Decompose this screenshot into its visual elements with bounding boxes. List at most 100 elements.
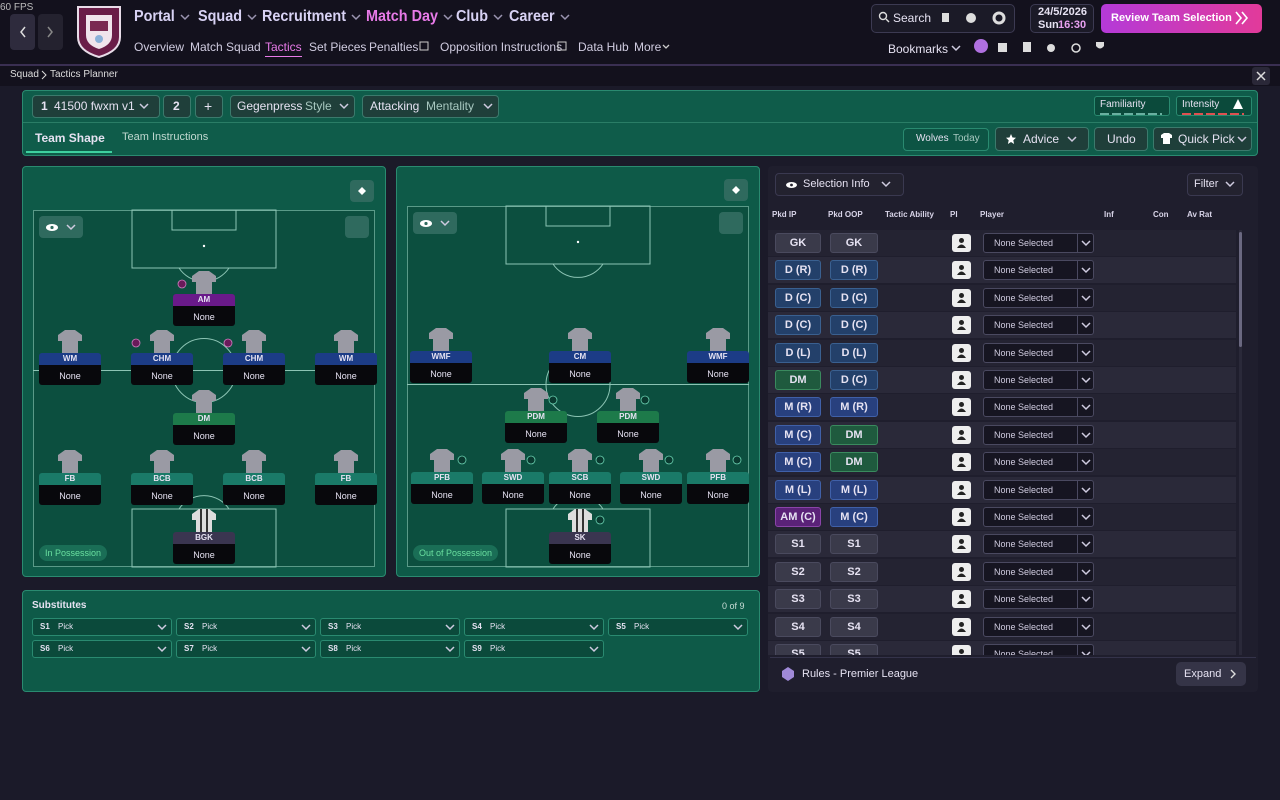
add-button[interactable] bbox=[195, 95, 223, 118]
column-header[interactable]: Pkd OOP bbox=[828, 210, 863, 219]
sub-slot[interactable] bbox=[608, 618, 748, 636]
player-select[interactable] bbox=[983, 233, 1094, 253]
sub-nav-item[interactable]: Data Hub bbox=[578, 40, 629, 54]
pkd-oop[interactable]: S5 bbox=[830, 644, 878, 655]
player-name[interactable]: None bbox=[131, 365, 193, 385]
filter-button[interactable] bbox=[1187, 173, 1243, 196]
player-select[interactable] bbox=[983, 315, 1094, 336]
role-badge[interactable]: WM bbox=[39, 353, 101, 365]
rules-label[interactable]: Rules - Premier League bbox=[802, 668, 919, 680]
pkd-ip[interactable]: M (R) bbox=[775, 397, 821, 418]
player-name[interactable]: None bbox=[315, 485, 377, 505]
selection-info-label[interactable]: Selection Info bbox=[803, 178, 870, 190]
player-select[interactable] bbox=[983, 287, 1094, 308]
role-badge[interactable]: PDM bbox=[505, 411, 567, 423]
pkd-ip[interactable]: D (R) bbox=[775, 260, 821, 281]
main-nav-item[interactable]: Squad bbox=[198, 8, 243, 25]
player-select[interactable] bbox=[983, 370, 1094, 390]
bookmarks[interactable]: Bookmarks bbox=[888, 42, 949, 56]
pkd-ip[interactable]: M (C) bbox=[775, 424, 821, 445]
review-button[interactable] bbox=[1101, 4, 1262, 33]
pkd-ip[interactable]: S1 bbox=[775, 534, 821, 555]
sub-slot[interactable] bbox=[320, 618, 460, 636]
pkd-ip[interactable]: D (L) bbox=[775, 342, 821, 363]
sub-nav-item[interactable]: More bbox=[634, 40, 662, 54]
player-name[interactable]: None bbox=[687, 484, 749, 504]
breadcrumb[interactable]: Squad bbox=[10, 69, 39, 80]
pkd-ip[interactable]: D (C) bbox=[775, 287, 821, 308]
player-name[interactable]: None bbox=[173, 544, 235, 564]
player-select[interactable] bbox=[983, 479, 1094, 500]
sub-nav-item[interactable]: Overview bbox=[134, 40, 185, 54]
role-badge[interactable]: CHM bbox=[223, 353, 285, 365]
undo-button[interactable] bbox=[1094, 127, 1148, 151]
player-select[interactable] bbox=[983, 397, 1094, 418]
column-header[interactable]: Av Rat bbox=[1187, 210, 1213, 219]
pkd-oop[interactable]: D (C) bbox=[830, 315, 878, 336]
column-header[interactable]: PI bbox=[950, 210, 958, 219]
main-nav-item[interactable]: Career bbox=[509, 8, 555, 25]
player-select[interactable] bbox=[983, 589, 1094, 610]
pkd-oop[interactable]: D (R) bbox=[830, 260, 878, 281]
column-header[interactable]: Con bbox=[1153, 210, 1169, 219]
role-badge[interactable]: SK bbox=[549, 532, 611, 544]
role-badge[interactable]: CM bbox=[549, 351, 611, 363]
arrange-button[interactable] bbox=[719, 212, 743, 234]
advice-label[interactable]: Advice bbox=[1023, 132, 1060, 146]
role-badge[interactable]: WMF bbox=[410, 351, 472, 363]
main-nav-item[interactable]: Club bbox=[456, 8, 488, 25]
player-name[interactable]: None bbox=[223, 365, 285, 385]
player-select[interactable] bbox=[983, 424, 1094, 445]
pkd-ip[interactable]: M (L) bbox=[775, 479, 821, 500]
role-badge[interactable]: AM bbox=[173, 294, 235, 306]
pkd-ip[interactable]: M (C) bbox=[775, 452, 821, 473]
role-badge[interactable]: BCB bbox=[223, 473, 285, 485]
sub-nav-item[interactable]: Match Squad bbox=[190, 40, 261, 54]
player-name[interactable]: None bbox=[549, 363, 611, 383]
role-badge[interactable]: SWD bbox=[620, 472, 682, 484]
player-select[interactable] bbox=[983, 452, 1094, 473]
player-name[interactable]: None bbox=[39, 365, 101, 385]
back-button[interactable] bbox=[10, 14, 35, 50]
player-select[interactable] bbox=[983, 260, 1094, 281]
main-nav-item[interactable]: Match Day bbox=[366, 8, 439, 25]
pkd-ip[interactable]: DM bbox=[775, 370, 821, 390]
sub-nav-item[interactable]: Tactics bbox=[265, 41, 302, 57]
search-button[interactable]: Search bbox=[893, 11, 932, 25]
role-badge[interactable]: CHM bbox=[131, 353, 193, 365]
shape-tab[interactable]: Team Shape bbox=[35, 131, 105, 145]
expand-label[interactable]: Expand bbox=[1184, 668, 1222, 680]
player-name[interactable]: None bbox=[39, 485, 101, 505]
pkd-oop[interactable]: M (C) bbox=[830, 507, 878, 527]
player-name[interactable]: None bbox=[223, 485, 285, 505]
sub-slot[interactable] bbox=[464, 640, 604, 658]
pkd-ip[interactable]: S2 bbox=[775, 561, 821, 582]
view-toggle[interactable] bbox=[413, 212, 457, 234]
player-select[interactable] bbox=[983, 561, 1094, 582]
style-select[interactable] bbox=[230, 95, 355, 118]
role-badge[interactable]: BCB bbox=[131, 473, 193, 485]
review-label[interactable]: Review Team Selection bbox=[1111, 12, 1232, 24]
sub-slot[interactable] bbox=[32, 618, 172, 636]
pkd-ip[interactable]: S4 bbox=[775, 616, 821, 637]
player-name[interactable]: None bbox=[131, 485, 193, 505]
player-name[interactable]: None bbox=[505, 423, 567, 443]
sub-slot[interactable] bbox=[464, 618, 604, 636]
role-badge[interactable]: SCB bbox=[549, 472, 611, 484]
sub-slot[interactable] bbox=[176, 640, 316, 658]
player-name[interactable]: None bbox=[597, 423, 659, 443]
column-header[interactable]: Pkd IP bbox=[772, 210, 797, 219]
player-select[interactable] bbox=[983, 507, 1094, 527]
sub-slot[interactable] bbox=[320, 640, 460, 658]
pkd-oop[interactable]: D (L) bbox=[830, 342, 878, 363]
main-nav-item[interactable]: Portal bbox=[134, 8, 175, 25]
column-header[interactable]: Player bbox=[980, 210, 1005, 219]
main-nav-item[interactable]: Recruitment bbox=[262, 8, 347, 25]
role-badge[interactable]: PFB bbox=[687, 472, 749, 484]
role-badge[interactable]: WM bbox=[315, 353, 377, 365]
sub-nav-item[interactable]: Opposition Instructions bbox=[440, 40, 563, 54]
player-select[interactable] bbox=[983, 534, 1094, 555]
player-name[interactable]: None bbox=[410, 363, 472, 383]
player-name[interactable]: None bbox=[620, 484, 682, 504]
player-name[interactable]: None bbox=[687, 363, 749, 383]
